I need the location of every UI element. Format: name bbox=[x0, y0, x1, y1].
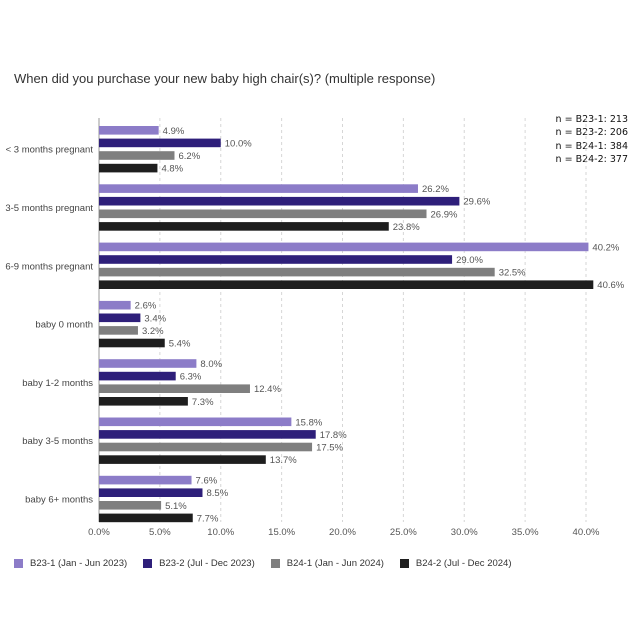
sample-size-b23-2: n = B23-2: 206 bbox=[555, 127, 628, 139]
x-tick-label: 20.0% bbox=[329, 527, 356, 538]
data-label: 15.8% bbox=[295, 417, 322, 428]
data-label: 26.2% bbox=[422, 184, 449, 195]
bar bbox=[99, 338, 165, 348]
legend-label-b24-2: B24-2 (Jul - Dec 2024) bbox=[415, 558, 512, 569]
data-label: 7.3% bbox=[192, 397, 214, 408]
bar bbox=[99, 313, 141, 323]
bar bbox=[99, 442, 313, 452]
bar bbox=[99, 184, 418, 193]
chart-title: When did you purchase your new baby high… bbox=[14, 71, 436, 86]
bar bbox=[99, 359, 197, 368]
legend-item-b23-1[interactable]: B23-1 (Jan - Jun 2023) bbox=[14, 558, 127, 569]
data-label: 17.5% bbox=[316, 443, 343, 454]
bar bbox=[99, 326, 138, 335]
bar bbox=[99, 384, 250, 393]
category-label: baby 0 month bbox=[35, 320, 93, 331]
data-label: 4.8% bbox=[161, 164, 183, 175]
x-tick-label: 5.0% bbox=[149, 527, 171, 538]
bar bbox=[99, 430, 316, 439]
bar bbox=[99, 513, 193, 523]
data-label: 23.8% bbox=[393, 222, 420, 233]
data-label: 13.7% bbox=[270, 455, 297, 466]
data-label: 26.9% bbox=[431, 209, 458, 220]
x-tick-label: 15.0% bbox=[268, 527, 295, 538]
bar bbox=[99, 242, 589, 252]
data-label: 7.7% bbox=[197, 513, 219, 524]
data-label: 8.5% bbox=[206, 488, 228, 499]
data-label: 5.4% bbox=[169, 339, 191, 350]
bar bbox=[99, 267, 495, 277]
legend: B23-1 (Jan - Jun 2023) B23-2 (Jul - Dec … bbox=[14, 558, 512, 569]
sample-size-b24-2: n = B24-2: 377 bbox=[555, 153, 628, 165]
data-label: 6.3% bbox=[180, 372, 202, 383]
data-label: 12.4% bbox=[254, 384, 281, 395]
category-label: 6-9 months pregnant bbox=[5, 261, 93, 272]
x-tick-label: 10.0% bbox=[207, 527, 234, 538]
data-label: 29.0% bbox=[456, 255, 483, 266]
legend-item-b24-2[interactable]: B24-2 (Jul - Dec 2024) bbox=[399, 558, 512, 569]
data-label: 2.6% bbox=[135, 301, 157, 312]
x-tick-label: 25.0% bbox=[390, 527, 417, 538]
bar bbox=[99, 196, 460, 206]
category-label: baby 6+ months bbox=[25, 495, 93, 506]
data-label: 7.6% bbox=[196, 476, 218, 487]
bar bbox=[99, 501, 162, 510]
sample-size-b23-1: n = B23-1: 213 bbox=[555, 114, 628, 125]
bar bbox=[99, 417, 292, 427]
legend-item-b24-1[interactable]: B24-1 (Jan - Jun 2024) bbox=[270, 558, 384, 569]
bar bbox=[99, 475, 192, 485]
data-label: 32.5% bbox=[499, 268, 526, 279]
sample-size-box: n = B23-1: 213 n = B23-2: 206 n = B24-1:… bbox=[556, 113, 628, 166]
bar bbox=[99, 151, 175, 160]
bar bbox=[99, 209, 427, 219]
bar bbox=[99, 138, 221, 148]
category-label: baby 1-2 months bbox=[22, 378, 93, 389]
legend-label-b24-1: B24-1 (Jan - Jun 2024) bbox=[286, 558, 384, 569]
data-label: 5.1% bbox=[165, 501, 187, 512]
bar bbox=[99, 300, 131, 310]
data-label: 4.9% bbox=[163, 126, 185, 137]
bar bbox=[99, 371, 176, 381]
bar bbox=[99, 222, 389, 231]
data-label: 6.2% bbox=[178, 151, 200, 162]
legend-swatch-b24-2 bbox=[399, 559, 409, 568]
legend-swatch-b23-1 bbox=[14, 559, 23, 568]
legend-label-b23-1: B23-1 (Jan - Jun 2023) bbox=[30, 558, 128, 569]
data-label: 29.6% bbox=[463, 197, 490, 208]
x-tick-label: 30.0% bbox=[451, 527, 478, 538]
x-tick-label: 40.0% bbox=[573, 527, 600, 538]
bar bbox=[99, 397, 188, 406]
legend-label-b23-2: B23-2 (Jul - Dec 2023) bbox=[159, 558, 255, 569]
data-label: 3.2% bbox=[142, 326, 164, 337]
data-label: 10.0% bbox=[225, 138, 252, 149]
x-tick-label: 35.0% bbox=[512, 527, 539, 538]
bar bbox=[99, 455, 266, 464]
data-label: 40.2% bbox=[592, 242, 619, 253]
bar bbox=[99, 126, 159, 135]
legend-swatch-b23-2 bbox=[143, 559, 153, 568]
data-label: 17.8% bbox=[320, 430, 347, 441]
category-label: < 3 months pregnant bbox=[6, 145, 94, 156]
bar bbox=[99, 255, 453, 264]
category-label: baby 3-5 months bbox=[22, 436, 93, 447]
legend-item-b23-2[interactable]: B23-2 (Jul - Dec 2023) bbox=[143, 558, 255, 569]
category-label: 3-5 months pregnant bbox=[5, 203, 93, 214]
bar bbox=[99, 280, 594, 289]
legend-swatch-b24-1 bbox=[270, 559, 280, 568]
data-label: 40.6% bbox=[597, 280, 624, 291]
sample-size-b24-1: n = B24-1: 384 bbox=[555, 140, 628, 152]
data-label: 8.0% bbox=[200, 359, 222, 370]
bar bbox=[99, 163, 158, 173]
data-label: 3.4% bbox=[144, 313, 166, 324]
bar bbox=[99, 488, 203, 497]
x-tick-label: 0.0% bbox=[88, 527, 110, 538]
